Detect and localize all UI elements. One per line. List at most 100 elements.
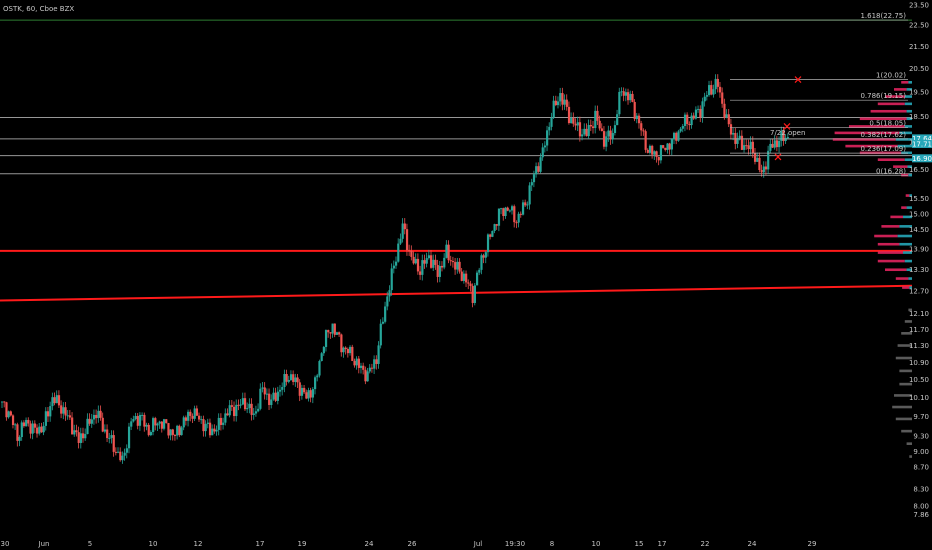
candle-body [535, 166, 538, 175]
candle-body [511, 206, 514, 211]
candle-body [648, 145, 652, 153]
volume-profile-bar-up [899, 242, 912, 246]
candle-body [160, 421, 163, 429]
candle-body [659, 145, 663, 161]
candle-body [42, 425, 45, 433]
price-tag-box [912, 139, 932, 148]
x-tick-label: Jul [473, 540, 483, 548]
x-tick-label: 17 [658, 540, 667, 548]
candle-body [473, 285, 476, 303]
volume-profile-bar-down [877, 251, 903, 254]
candle-body [486, 234, 490, 253]
candle-body [491, 231, 494, 237]
x-tick-label: 5 [88, 540, 92, 548]
volume-profile-bar-up [897, 234, 912, 238]
candle-body [55, 395, 58, 404]
candle-body [410, 250, 413, 257]
candle-body [49, 406, 52, 417]
candle-body [753, 153, 757, 162]
volume-profile-bar-down [894, 88, 907, 91]
candle-body [637, 115, 641, 124]
candle-body [701, 101, 704, 118]
candle-body [583, 128, 586, 135]
candle-body [541, 147, 544, 158]
candle-body [416, 258, 420, 272]
candle-body [504, 207, 507, 217]
candle-body [596, 110, 599, 121]
candle-body [230, 405, 234, 407]
volume-profile-bar-down [890, 215, 903, 219]
volume-profile-bar-down [877, 102, 905, 106]
candle-body [563, 99, 566, 105]
candle-body [782, 131, 785, 142]
fib-level-label: 1(20.02) [876, 72, 906, 80]
y-tick-label: 19.50 [909, 88, 929, 96]
candle-body [95, 414, 98, 419]
candle-body [254, 411, 258, 414]
candle-body [169, 429, 172, 436]
candle-body [46, 411, 50, 417]
x-tick-label: 22 [701, 540, 710, 548]
candle-body [489, 234, 492, 237]
candle-body [592, 126, 595, 129]
candle-body [14, 424, 17, 426]
volume-profile-bar [897, 344, 912, 347]
candle-body [123, 452, 126, 456]
candle-body [552, 100, 555, 118]
candle-body [550, 117, 553, 127]
volume-profile-bar-up [908, 81, 912, 84]
candle-body [71, 417, 74, 435]
volume-profile-bar-up [904, 158, 912, 161]
volume-profile-bar-down [895, 277, 909, 280]
candle-body [388, 290, 391, 297]
candle-body [265, 393, 269, 395]
candle-body [206, 422, 209, 424]
candle-body [362, 365, 365, 370]
volume-profile-bar [894, 394, 912, 397]
volume-profile-bar-up [906, 206, 912, 209]
candle-body [694, 109, 698, 119]
candle-body [392, 265, 396, 269]
candle-body [456, 261, 459, 270]
candle-body [11, 415, 15, 426]
candle-body [287, 379, 290, 382]
candle-body [515, 222, 518, 224]
time-axis[interactable]: 30 Jun 5 10 12 17 19 24 26 Jul 19:30 8 10 15 17 22 24 29 [0, 530, 932, 550]
candle-body [138, 414, 142, 426]
candle-body [281, 387, 284, 390]
candle-body [764, 166, 768, 170]
candle-body [436, 264, 439, 277]
volume-profile-bar-down [905, 194, 910, 197]
x-tick-label: 15 [635, 540, 644, 548]
candle-body [570, 117, 573, 123]
candle-body [213, 428, 216, 432]
volume-profile-bar-up [904, 95, 912, 98]
candle-body [211, 428, 214, 436]
candle-body [1, 401, 4, 403]
candle-body [294, 377, 297, 382]
candle-body [616, 114, 619, 126]
y-tick-label: 11.70 [909, 326, 929, 334]
candle-body [379, 323, 382, 346]
y-tick-label: 12.70 [909, 288, 929, 296]
candle-body [662, 145, 665, 148]
y-tick-label: 10.50 [909, 376, 929, 384]
y-tick-label: 20.50 [909, 65, 929, 73]
candle-body [405, 229, 409, 251]
volume-profile-bar-down [885, 268, 907, 272]
candle-body [235, 404, 238, 417]
candle-body [75, 430, 78, 433]
candle-body [567, 106, 571, 123]
candle-body [775, 140, 779, 148]
candle-body [618, 91, 621, 115]
price-axis[interactable]: 23.5022.5021.5020.5019.5018.5017.5016.50… [909, 0, 932, 550]
candle-body [780, 131, 783, 141]
candle-body [653, 151, 656, 155]
candle-body [784, 138, 787, 142]
candle-body [548, 126, 551, 131]
candle-body [112, 435, 115, 452]
volume-profile-bar-up [899, 225, 912, 228]
candle-body [738, 135, 741, 139]
volume-profile-bar-down [832, 138, 896, 141]
